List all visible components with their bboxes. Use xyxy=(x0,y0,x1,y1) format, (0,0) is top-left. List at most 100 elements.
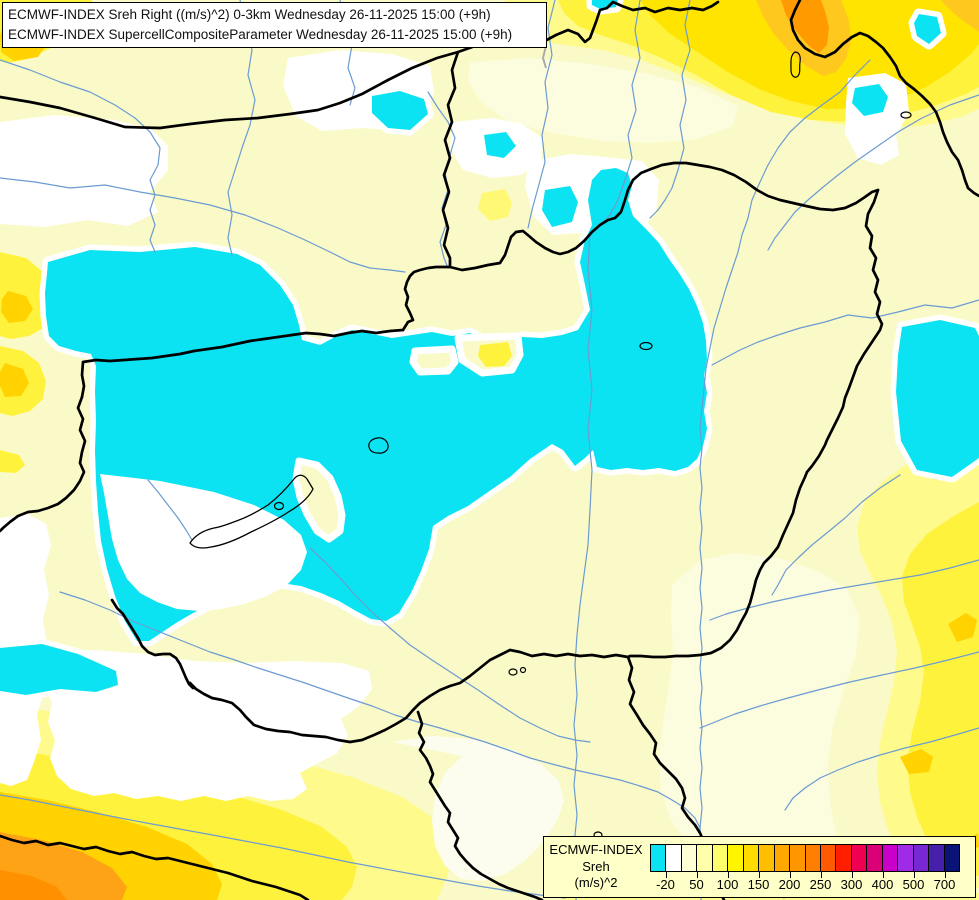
legend-box: ECMWF-INDEX Sreh (m/s)^2 -20 50 100 150 200 2… xyxy=(543,836,976,898)
legend-tick xyxy=(882,872,884,878)
river-line xyxy=(767,94,979,251)
contour-region-cream xyxy=(468,58,738,143)
river-vah xyxy=(527,0,556,229)
legend-cell xyxy=(728,845,744,871)
river-line xyxy=(599,0,641,226)
legend-tick-label: 250 xyxy=(809,877,832,892)
legend-tick xyxy=(696,872,698,878)
balaton-white-pocket xyxy=(100,332,524,611)
legend-cell xyxy=(898,845,914,871)
legend-tick xyxy=(820,872,822,878)
river-line xyxy=(711,299,979,366)
river-danube xyxy=(573,231,593,900)
legend-tick-label: -20 xyxy=(656,877,675,892)
contour-region-white xyxy=(0,115,168,227)
contour-region-yellow xyxy=(0,450,25,473)
legend-tick xyxy=(758,872,760,878)
small-lake-outline xyxy=(519,666,527,674)
river-drava xyxy=(59,591,701,829)
legend-cell xyxy=(651,845,667,871)
legend-tick xyxy=(789,872,791,878)
legend-tick-label: 150 xyxy=(747,877,770,892)
legend-cell xyxy=(836,845,852,871)
title-line-1: ECMWF-INDEX Sreh Right ((m/s)^2) 0-3km W… xyxy=(8,7,491,22)
legend-tick-label: 50 xyxy=(689,877,704,892)
legend-cell xyxy=(944,845,960,871)
border-morava xyxy=(441,50,460,269)
small-lake-outline xyxy=(900,111,912,119)
legend-cell xyxy=(712,845,729,871)
legend-cell xyxy=(774,845,791,871)
legend-unit: (m/s)^2 xyxy=(574,875,618,890)
lake-balaton-outline xyxy=(189,474,314,549)
contour-region-near-white xyxy=(392,736,564,881)
border-slovakia-ukraine xyxy=(789,0,979,198)
legend-cell xyxy=(851,845,868,871)
border-hungary-romania xyxy=(626,188,884,659)
legend-tick-label: 400 xyxy=(871,877,894,892)
river-line xyxy=(771,474,901,596)
legend-cell xyxy=(759,845,775,871)
border-austria-slovenia-west xyxy=(0,395,87,533)
legend-tick xyxy=(944,872,946,878)
legend-tick xyxy=(851,872,853,878)
legend-cell xyxy=(790,845,806,871)
border-hungary-slovakia-danube xyxy=(448,161,880,272)
title-box: ECMWF-INDEX Sreh Right ((m/s)^2) 0-3km W… xyxy=(2,2,547,48)
legend-cell xyxy=(681,845,698,871)
river-danube-upper xyxy=(0,177,406,273)
legend-colorbar xyxy=(650,844,960,872)
border-slovenia-croatia xyxy=(110,598,195,690)
contour-region-deep-orange xyxy=(0,870,67,900)
legend-cell xyxy=(697,845,713,871)
contour-region-yellow-spot xyxy=(478,189,512,221)
legend-tick xyxy=(665,872,667,878)
legend-cell xyxy=(929,845,945,871)
river-line xyxy=(784,727,979,811)
legend-tick xyxy=(727,872,729,878)
contour-region-amber xyxy=(941,0,979,32)
river-koros xyxy=(709,559,979,621)
lake-tisza-outline xyxy=(639,341,653,351)
contour-region-gold xyxy=(1,291,33,323)
contour-region-cream xyxy=(659,553,860,871)
river-zala xyxy=(147,479,193,541)
contour-region-gold xyxy=(0,363,29,397)
river-sio xyxy=(309,547,591,743)
contour-region-gold xyxy=(900,749,933,774)
legend-tick xyxy=(913,872,915,878)
river-line xyxy=(649,0,691,219)
legend-tick-label: 700 xyxy=(933,877,956,892)
legend-cell xyxy=(666,845,682,871)
legend-cell xyxy=(867,845,883,871)
small-lake-outline xyxy=(790,51,801,78)
title-line-2: ECMWF-INDEX SupercellCompositeParameter … xyxy=(8,26,513,42)
legend-cell xyxy=(805,845,821,871)
lake-ferto-outline xyxy=(368,437,389,454)
river-tisza xyxy=(699,59,871,900)
legend-param: Sreh xyxy=(582,858,610,874)
small-lake-outline xyxy=(508,668,518,676)
border-croatia-bosnia xyxy=(416,710,544,900)
legend-tick-label: 200 xyxy=(778,877,801,892)
legend-tick-label: 300 xyxy=(840,877,863,892)
legend-cell xyxy=(820,845,837,871)
border-austria-hungary xyxy=(401,265,452,332)
border-austria-slovenia xyxy=(80,328,405,399)
border-bottom-left xyxy=(0,834,310,900)
legend-cell xyxy=(882,845,899,871)
contour-region-yellow xyxy=(902,502,979,876)
legend-label: ECMWF-INDEX Sreh (m/s)^2 xyxy=(544,842,648,892)
river-maros xyxy=(699,651,979,729)
border-hungary-croatia-serbia xyxy=(188,648,630,744)
legend-cell xyxy=(913,845,930,871)
contour-region-white xyxy=(42,650,372,801)
lakes xyxy=(189,51,912,839)
legend-title: ECMWF-INDEX xyxy=(549,842,643,857)
legend-tick-label: 100 xyxy=(716,877,739,892)
legend-cell xyxy=(743,845,760,871)
tihany-outline xyxy=(273,501,285,511)
